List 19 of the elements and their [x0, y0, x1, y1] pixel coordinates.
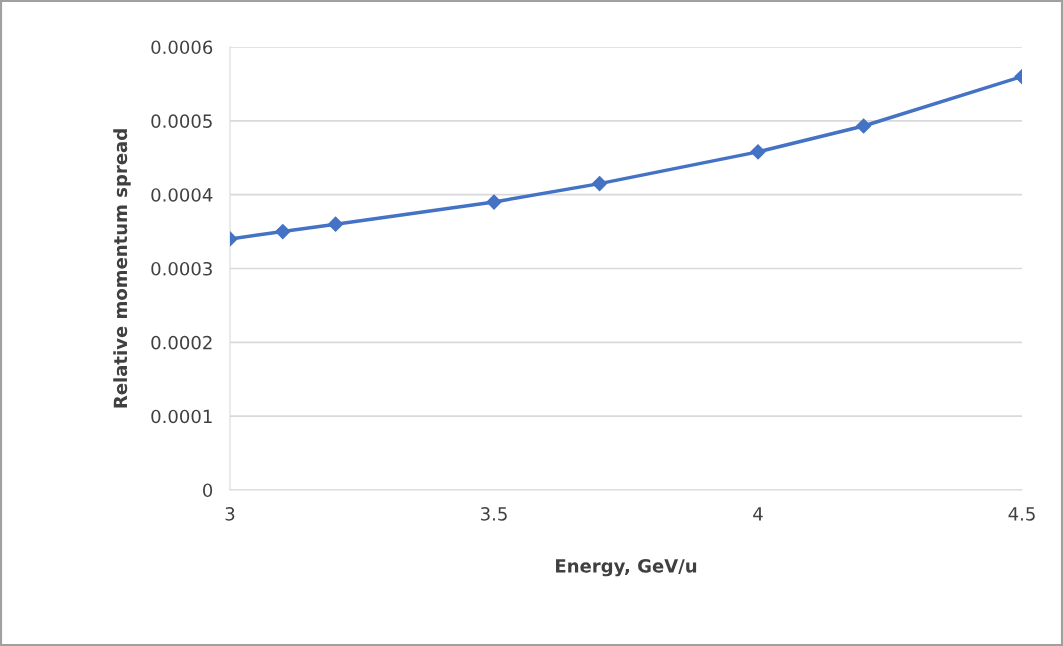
- point: [328, 216, 344, 232]
- y-tick-label: 0.0004: [151, 188, 213, 202]
- point: [592, 176, 608, 192]
- y-tick-label: 0.0006: [151, 40, 213, 55]
- x-tick-label: 3: [225, 506, 235, 521]
- x-tick-label: 4.5: [1008, 507, 1035, 521]
- y-tick-label: 0.0005: [151, 114, 212, 128]
- x-axis-title: Energy, GeV/u: [556, 559, 697, 577]
- point: [856, 118, 872, 134]
- y-tick-label: 0.0002: [151, 335, 212, 350]
- point: [275, 224, 291, 240]
- y-tick-label: 0.0003: [151, 261, 212, 276]
- point: [750, 144, 766, 160]
- y-tick-label: 0: [203, 483, 213, 498]
- point: [486, 194, 502, 210]
- y-axis-title: Relative momentum spread: [113, 129, 131, 408]
- x-tick-label: 3.5: [481, 506, 507, 521]
- y-tick-label: 0.0001: [151, 409, 212, 424]
- x-tick-label: 4: [753, 507, 763, 521]
